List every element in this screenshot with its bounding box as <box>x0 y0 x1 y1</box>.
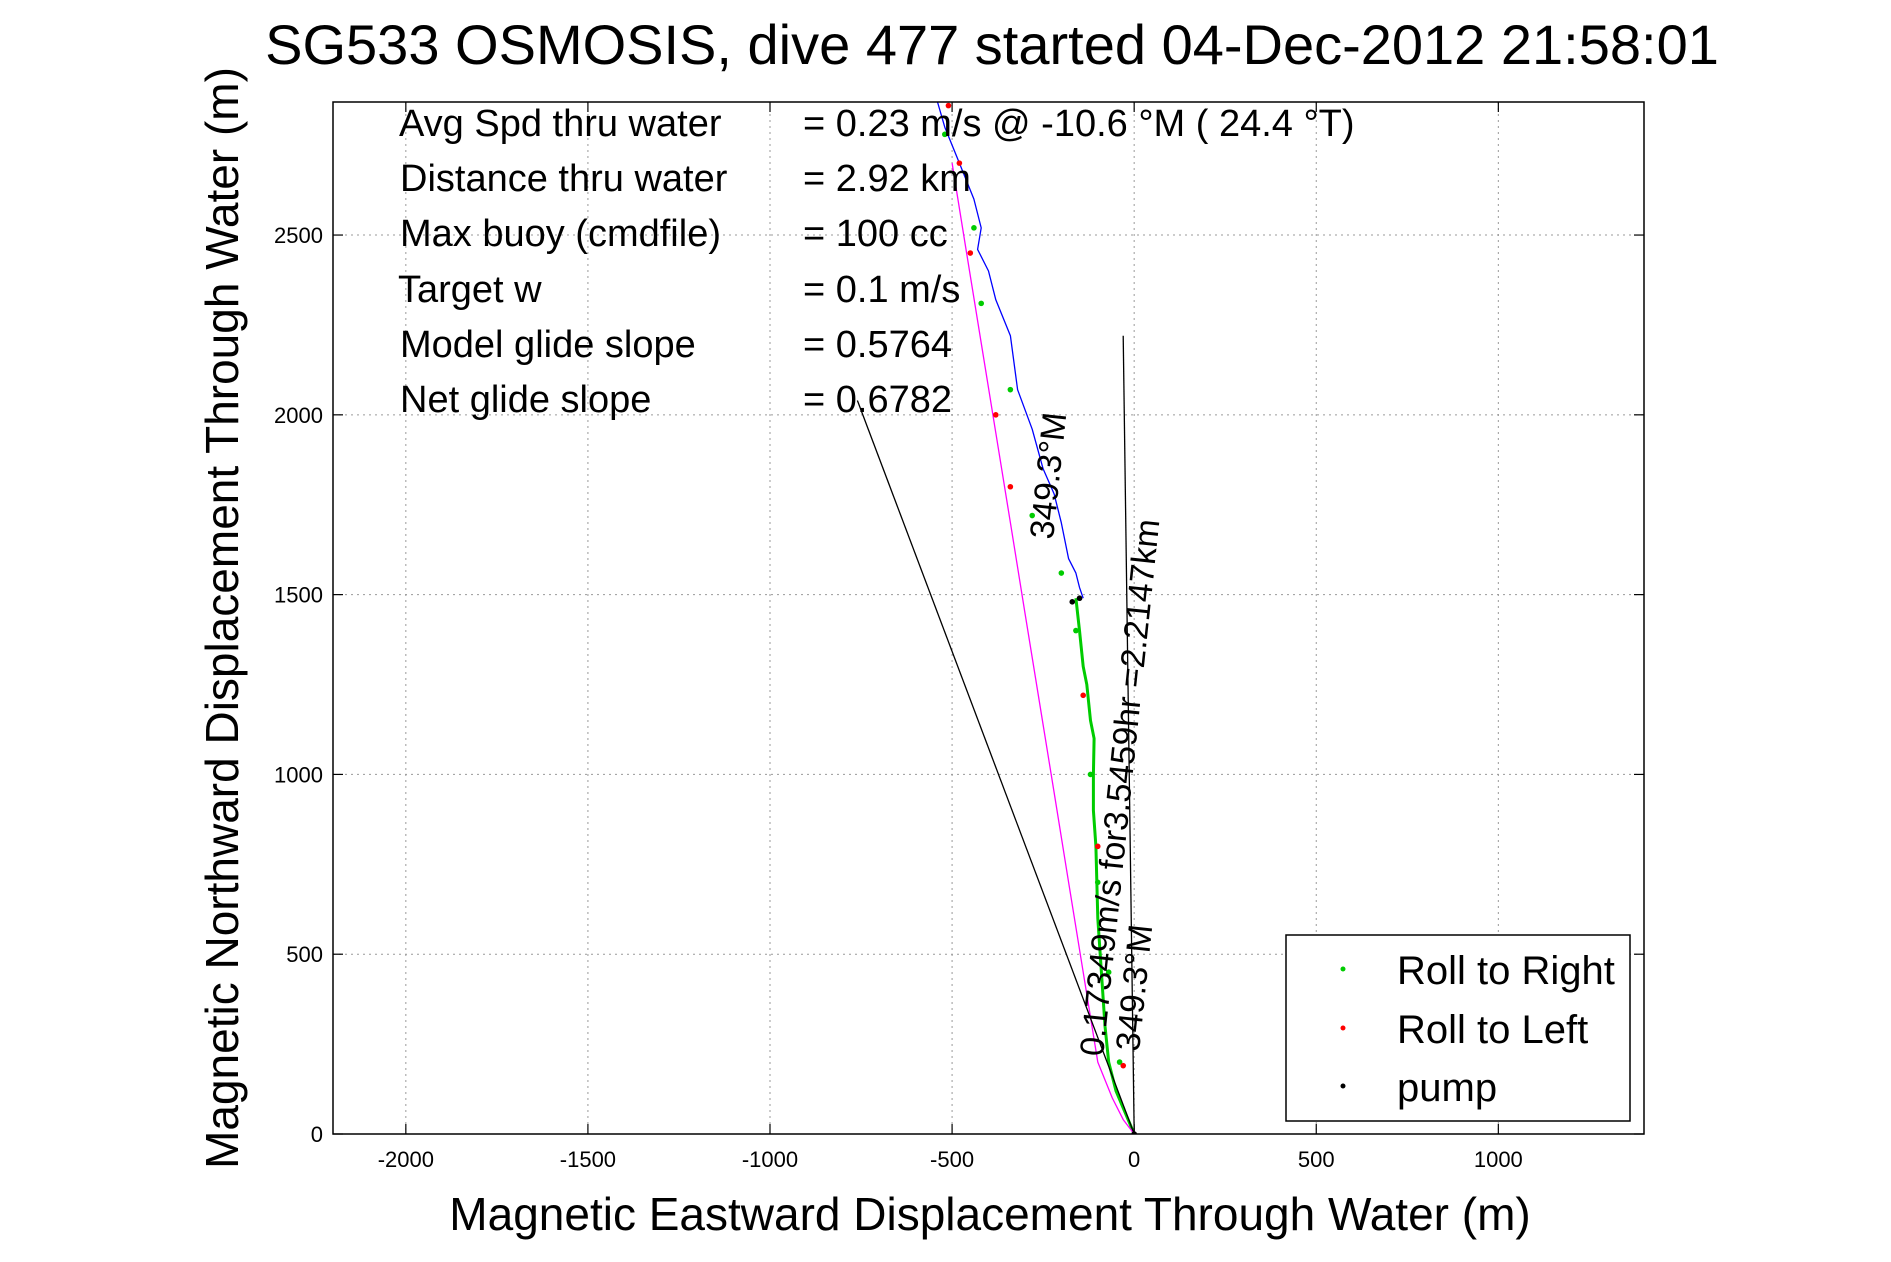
stat-label-net-glide: Net glide slope <box>400 379 651 421</box>
legend-label-pump: pump <box>1397 1066 1497 1110</box>
stat-label-target-w: Target w <box>398 269 542 311</box>
stat-value-target-w: = 0.1 m/s <box>803 269 960 311</box>
legend-marker-pump <box>1340 1083 1346 1089</box>
roll-right-marker <box>1116 1059 1123 1065</box>
roll-right-marker <box>1105 969 1112 975</box>
roll-right-marker <box>1029 512 1035 519</box>
roll-right-marker <box>1058 570 1065 576</box>
y-tick-label: 0 <box>311 1122 323 1147</box>
y-tick-label: 1000 <box>274 762 323 787</box>
roll-left-marker <box>945 102 952 109</box>
roll-left-marker <box>1080 692 1086 699</box>
stats-block: Avg Spd thru water = 0.23 m/s @ -10.6 °M… <box>398 103 1355 421</box>
roll-right-marker <box>1094 879 1101 886</box>
series-markers <box>942 102 1137 1134</box>
roll-right-marker <box>1007 386 1014 393</box>
y-tick-label: 500 <box>286 942 323 967</box>
legend-marker-roll-left <box>1340 1025 1346 1031</box>
roll-left-marker <box>956 160 963 166</box>
plot-border <box>332 101 1645 1135</box>
pump-marker <box>1069 599 1076 605</box>
roll-left-marker <box>967 250 974 256</box>
series-line-2 <box>951 162 1135 1134</box>
pump-marker <box>1076 595 1083 602</box>
x-tick-label: -1000 <box>742 1147 798 1172</box>
y-tick-label: 2500 <box>274 223 323 248</box>
stat-value-net-glide: = 0.6782 <box>803 379 952 421</box>
legend-marker-roll-right <box>1340 966 1346 972</box>
stat-value-model-glide: = 0.5764 <box>803 324 952 366</box>
roll-left-marker <box>1007 483 1014 490</box>
x-ticks: -2000 -1500 -1000 -500 0 500 1000 <box>378 102 1523 1172</box>
series-line-0 <box>936 102 1084 599</box>
y-ticks: 0 500 1000 1500 2000 2500 <box>274 223 1644 1147</box>
y-tick-label: 1500 <box>274 583 323 608</box>
roll-right-marker <box>1073 627 1079 634</box>
chart-title: SG533 OSMOSIS, dive 477 started 04-Dec-2… <box>265 13 1719 76</box>
stat-value-avg-speed: = 0.23 m/s @ -10.6 °M ( 24.4 °T) <box>803 103 1355 145</box>
legend: Roll to Right Roll to Left pump <box>1285 934 1631 1122</box>
stat-value-max-buoy: = 100 cc <box>803 213 948 255</box>
series-line-4 <box>1122 335 1135 1134</box>
series-line-3 <box>856 400 1135 1134</box>
x-tick-label: -1500 <box>560 1147 616 1172</box>
stat-label-max-buoy: Max buoy (cmdfile) <box>400 213 721 255</box>
roll-left-marker <box>1094 843 1101 850</box>
x-tick-label: 500 <box>1298 1147 1335 1172</box>
x-tick-label: 0 <box>1128 1147 1140 1172</box>
stat-label-avg-speed: Avg Spd thru water <box>399 103 722 145</box>
roll-right-marker <box>971 225 977 231</box>
legend-label-roll-left: Roll to Left <box>1397 1008 1588 1052</box>
stat-label-distance: Distance thru water <box>400 158 728 200</box>
legend-label-roll-right: Roll to Right <box>1397 949 1615 993</box>
x-tick-label: -2000 <box>378 1147 434 1172</box>
x-axis-label: Magnetic Eastward Displacement Through W… <box>449 1188 1530 1240</box>
y-axis-label: Magnetic Northward Displacement Through … <box>196 67 248 1169</box>
stat-label-model-glide: Model glide slope <box>400 324 696 366</box>
x-tick-label: 1000 <box>1474 1147 1523 1172</box>
x-tick-label: -500 <box>930 1147 974 1172</box>
roll-left-marker <box>992 412 999 418</box>
y-tick-label: 2000 <box>274 403 323 428</box>
roll-right-marker <box>978 300 985 307</box>
roll-right-marker <box>942 131 948 138</box>
series-lines <box>856 102 1136 1134</box>
roll-left-marker <box>1120 1062 1127 1069</box>
stat-value-distance: = 2.92 km <box>803 158 971 200</box>
roll-right-marker <box>1087 771 1094 778</box>
